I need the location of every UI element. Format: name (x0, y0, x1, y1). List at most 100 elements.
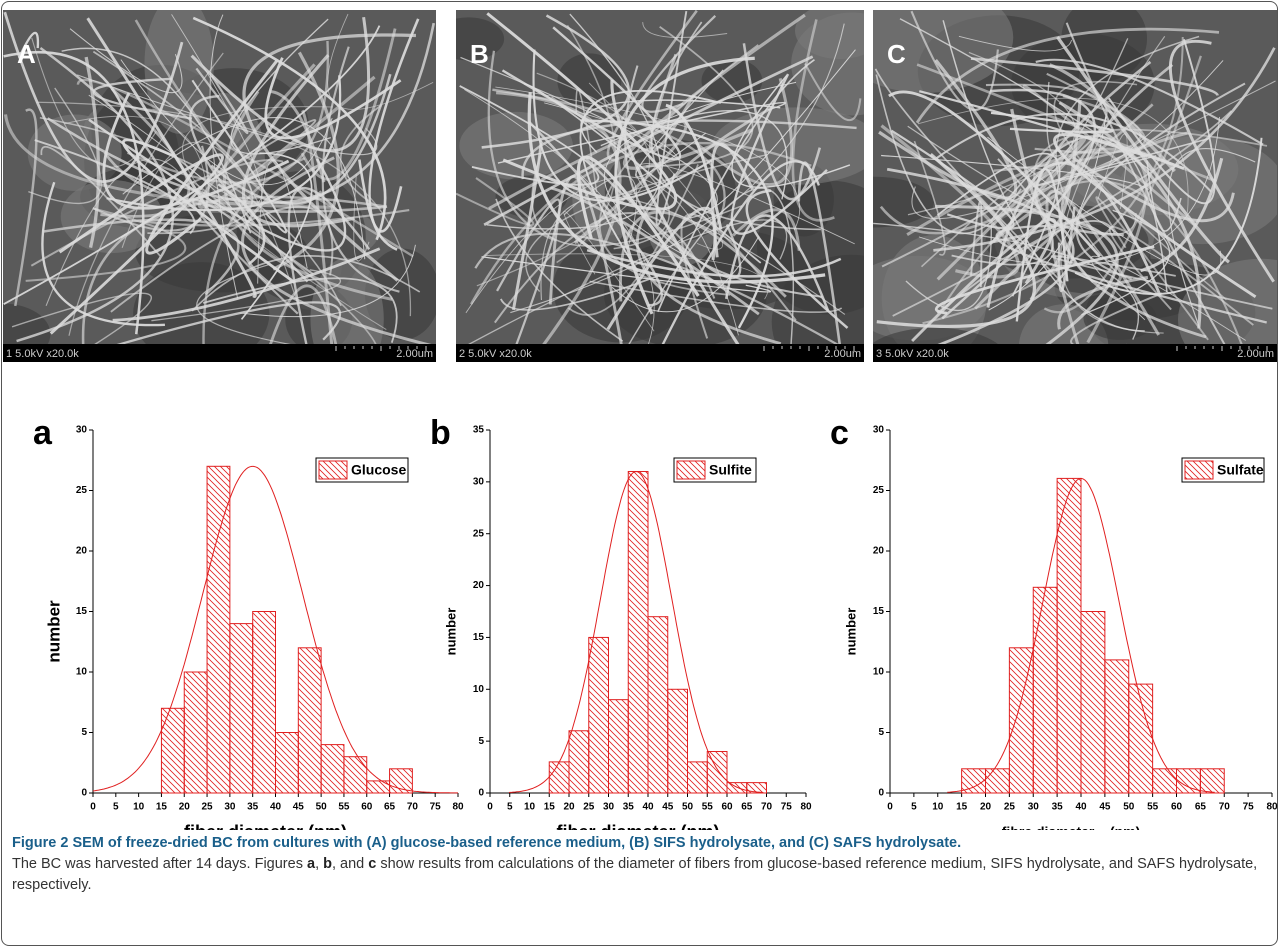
x-tick-label: 60 (1171, 802, 1183, 813)
x-tick-label: 35 (623, 802, 635, 813)
image-label: A (17, 39, 36, 69)
caption-title: SEM of freeze-dried BC from cultures wit… (72, 835, 961, 851)
x-tick-label: 40 (1075, 802, 1087, 813)
y-tick-label: 5 (81, 727, 87, 738)
bar (161, 708, 184, 793)
x-tick-label: 75 (781, 802, 793, 813)
x-tick-label: 60 (361, 802, 373, 813)
y-tick-label: 5 (478, 736, 484, 747)
image-label: B (470, 39, 489, 69)
y-axis-label: number (443, 608, 458, 656)
bar (1009, 648, 1033, 793)
x-tick-label: 20 (980, 802, 992, 813)
bar (648, 617, 668, 793)
y-tick-label: 20 (76, 546, 88, 557)
y-tick-label: 0 (478, 788, 484, 799)
sem-shade (459, 112, 573, 180)
y-tick-label: 20 (473, 580, 485, 591)
y-tick-label: 0 (878, 788, 884, 799)
bar (1081, 612, 1105, 794)
bar (1057, 478, 1081, 793)
caption-body: The BC was harvested after 14 days. Figu… (12, 856, 1257, 893)
x-tick-label: 80 (800, 802, 812, 813)
x-tick-label: 25 (202, 802, 214, 813)
bar (549, 762, 569, 793)
x-tick-label: 20 (179, 802, 191, 813)
caption-text: , (315, 856, 323, 872)
caption-text: The BC was harvested after 14 days. Figu… (12, 856, 307, 872)
x-tick-label: 65 (384, 802, 396, 813)
x-tick-label: 10 (524, 802, 536, 813)
caption-ref: a (307, 856, 315, 872)
x-tick-label: 55 (702, 802, 714, 813)
bar (609, 700, 629, 793)
bar (589, 637, 609, 793)
legend-label: Sulfate (1217, 462, 1264, 478)
legend-swatch (1185, 461, 1213, 479)
x-tick-label: 40 (270, 802, 282, 813)
sem-scale: 2.00um (1237, 348, 1274, 360)
x-tick-label: 40 (642, 802, 654, 813)
figure: 1 5.0kV x20.0k2.00umA2 5.0kV x20.0k2.00u… (0, 0, 1279, 830)
bar (253, 612, 276, 794)
x-tick-label: 45 (293, 802, 305, 813)
x-tick-label: 0 (487, 802, 493, 813)
x-tick-label: 60 (721, 802, 733, 813)
x-tick-label: 25 (1004, 802, 1016, 813)
y-tick-label: 25 (76, 485, 88, 496)
x-axis-label: fibre diameter (nm) (1002, 824, 1140, 830)
y-tick-label: 25 (473, 528, 485, 539)
bar (1153, 769, 1177, 793)
bar (1033, 587, 1057, 793)
sem-footer: 2 5.0kV x20.0k (459, 348, 532, 360)
x-tick-label: 5 (911, 802, 917, 813)
y-tick-label: 10 (873, 667, 885, 678)
bar (727, 783, 747, 793)
panel-label: a (33, 414, 53, 452)
x-tick-label: 10 (133, 802, 145, 813)
bar (276, 733, 299, 794)
legend-label: Sulfite (709, 462, 752, 478)
y-tick-label: 15 (473, 632, 485, 643)
x-tick-label: 65 (1195, 802, 1207, 813)
x-tick-label: 25 (583, 802, 595, 813)
sem-footer: 3 5.0kV x20.0k (876, 348, 949, 360)
x-tick-label: 15 (544, 802, 556, 813)
bar (184, 672, 207, 793)
bar (207, 466, 230, 793)
y-tick-label: 10 (473, 684, 485, 695)
x-tick-label: 20 (563, 802, 575, 813)
x-tick-label: 30 (224, 802, 236, 813)
x-tick-label: 30 (603, 802, 615, 813)
x-tick-label: 45 (662, 802, 674, 813)
x-tick-label: 75 (430, 802, 442, 813)
y-tick-label: 5 (878, 727, 884, 738)
bar (1105, 660, 1129, 793)
y-tick-label: 15 (873, 606, 885, 617)
caption-ref: b (323, 856, 332, 872)
y-tick-label: 15 (76, 606, 88, 617)
x-tick-label: 0 (887, 802, 893, 813)
x-tick-label: 0 (90, 802, 96, 813)
sem-scale: 2.00um (824, 348, 861, 360)
panel-label: b (430, 414, 451, 452)
x-tick-label: 45 (1099, 802, 1111, 813)
sem-image (432, 3, 930, 390)
legend-swatch (319, 461, 347, 479)
x-tick-label: 55 (1147, 802, 1159, 813)
panel-label: c (830, 414, 849, 452)
x-axis-label: fiber diameter (nm) (184, 822, 347, 830)
y-axis-label: number (44, 600, 63, 663)
caption: Figure 2 SEM of freeze-dried BC from cul… (12, 833, 1267, 896)
bar (986, 769, 1010, 793)
y-tick-label: 0 (81, 788, 87, 799)
sem-scale: 2.00um (396, 348, 433, 360)
bar (707, 752, 727, 793)
y-tick-label: 10 (76, 667, 88, 678)
bar (668, 689, 688, 793)
y-tick-label: 35 (473, 425, 485, 436)
caption-label: Figure 2 (12, 835, 68, 851)
x-tick-label: 10 (932, 802, 944, 813)
x-tick-label: 30 (1028, 802, 1040, 813)
bar (367, 781, 390, 793)
